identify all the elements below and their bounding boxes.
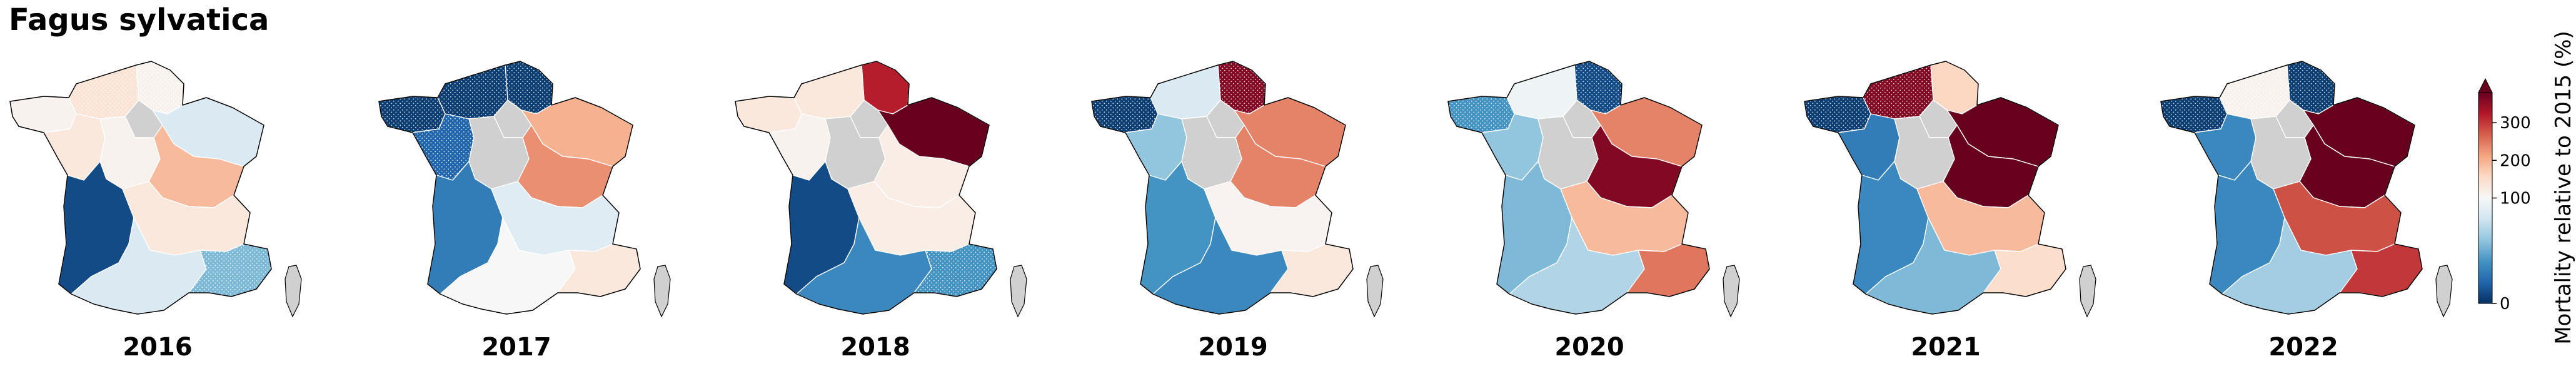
region-corse — [653, 265, 671, 318]
region-corse — [2079, 265, 2096, 318]
hatch-normandie — [69, 65, 139, 119]
region-bretagne — [9, 96, 77, 133]
hatch-bretagne — [1448, 96, 1514, 133]
france-outline — [9, 61, 272, 315]
hatch-provence-alpes-cote-d-azur — [914, 244, 997, 297]
map-2020 — [1447, 61, 1740, 318]
france-outline — [1447, 61, 1710, 315]
year-label-2020: 2020 — [1554, 333, 1624, 362]
region-corse — [1723, 265, 1740, 318]
colorbar-tick-label-300: 300 — [2500, 114, 2531, 133]
colorbar-extend-max — [2478, 78, 2493, 93]
hatch-hauts-de-france — [505, 61, 553, 114]
year-label-2019: 2019 — [1198, 333, 1268, 362]
colorbar-tick-label-100: 100 — [2500, 190, 2531, 208]
france-outline — [1804, 61, 2066, 315]
region-normandie — [793, 64, 865, 119]
map-2022 — [2160, 61, 2453, 318]
figure-title: Fagus sylvatica — [9, 3, 269, 38]
region-corse — [284, 265, 302, 318]
year-label-2022: 2022 — [2268, 333, 2338, 362]
region-normandie — [1506, 64, 1577, 119]
colorbar: 0 100 200 300 — [2478, 78, 2531, 313]
region-corse — [1010, 265, 1027, 318]
hatch-normandie — [1863, 65, 1933, 119]
year-label-2017: 2017 — [481, 333, 551, 362]
region-normandie — [1150, 64, 1221, 119]
france-outline — [378, 61, 641, 315]
map-2021 — [1804, 61, 2096, 318]
hatch-bretagne — [1804, 96, 1871, 133]
hatch-hauts-de-france — [1574, 61, 1622, 114]
region-corse — [2435, 265, 2453, 318]
hatch-hauts-de-france — [2287, 61, 2335, 114]
hatch-bretagne — [379, 96, 445, 133]
map-2018 — [735, 61, 1027, 318]
region-corse — [1366, 265, 1384, 318]
colorbar-tick-label-0: 0 — [2500, 295, 2510, 313]
hatch-pays-de-la-loire — [413, 114, 474, 180]
region-bretagne — [735, 96, 802, 133]
hatch-hauts-de-france — [1218, 61, 1265, 114]
hatch-normandie — [2220, 65, 2290, 119]
map-2019 — [1091, 61, 1384, 318]
colorbar-gradient — [2478, 92, 2493, 304]
france-outline — [2160, 61, 2423, 315]
france-outline — [1091, 61, 1354, 315]
year-label-2018: 2018 — [840, 333, 910, 362]
hatch-bretagne — [1092, 96, 1158, 133]
map-2016 — [9, 61, 302, 318]
hatch-hauts-de-france — [136, 61, 184, 114]
year-label-2016: 2016 — [123, 333, 193, 362]
hatch-normandie — [438, 65, 508, 119]
map-2017 — [378, 61, 671, 318]
france-outline — [735, 61, 997, 315]
colorbar-label: Mortality relative to 2015 (%) — [2551, 31, 2576, 345]
colorbar-tick-label-200: 200 — [2500, 151, 2531, 170]
year-label-2021: 2021 — [1911, 333, 1981, 362]
hatch-provence-alpes-cote-d-azur — [189, 244, 271, 297]
hatch-bretagne — [2161, 96, 2227, 133]
